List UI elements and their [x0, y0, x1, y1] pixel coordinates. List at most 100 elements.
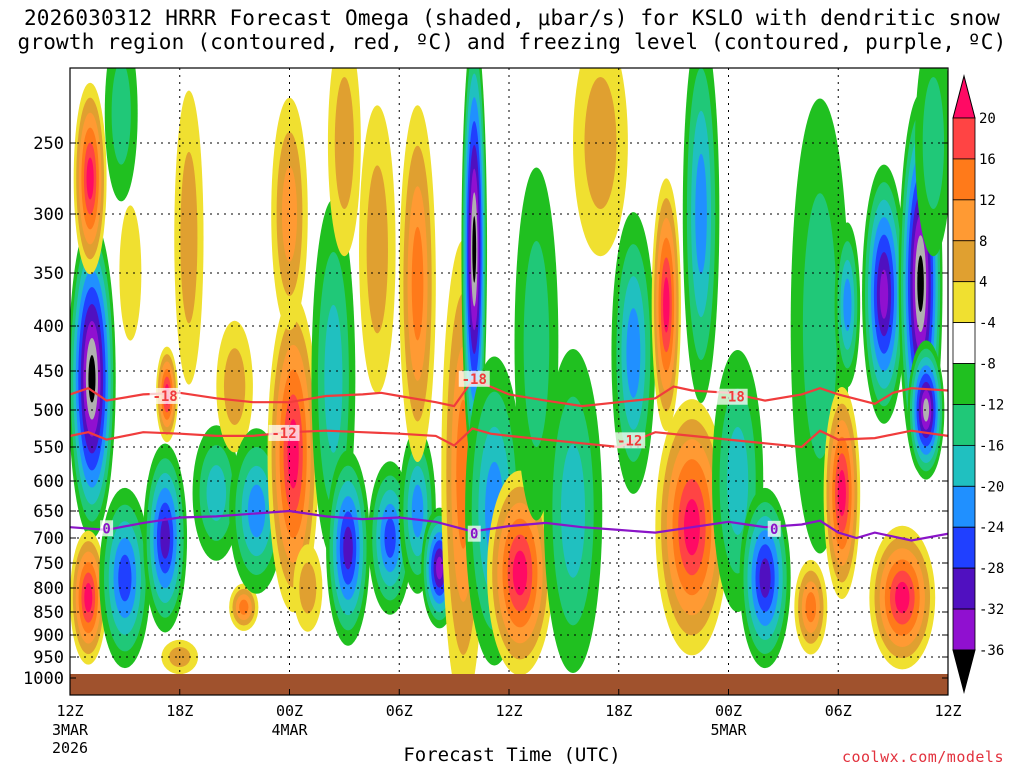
omega-cell-29 [514, 167, 559, 521]
colorbar-label-1: 16 [979, 152, 996, 168]
omega-cell-42-level-6 [879, 269, 889, 319]
omega-cell-15 [271, 97, 308, 331]
contour-label-5: 0 [100, 520, 114, 537]
colorbar-segment-10 [952, 526, 976, 569]
colorbar-label-7: -12 [979, 397, 1004, 413]
contour-label-text: -18 [152, 389, 177, 405]
contour-label-bg [614, 432, 646, 449]
colorbar-label-9: -20 [979, 479, 1004, 495]
y-tick-label-300: 300 [33, 205, 64, 225]
omega-cell-36-level-2 [727, 427, 749, 535]
contour-label-text: -12 [271, 426, 296, 442]
omega-cell-41 [834, 222, 861, 388]
omega-cell-21 [368, 461, 413, 615]
contour-line-2 [70, 509, 948, 542]
x-tick-label-36: 00Z [715, 702, 742, 720]
colorbar-label-8: -16 [979, 438, 1004, 454]
contour-label-bg [767, 520, 781, 537]
contour-label-text: 0 [102, 521, 110, 537]
omega-cell-11 [216, 320, 253, 453]
omega-cell-20 [359, 105, 396, 394]
omega-cell-38 [794, 559, 828, 655]
omega-cell-45-level-7 [923, 398, 930, 422]
x-tick-label-24: 12Z [495, 702, 522, 720]
y-tick-label-500: 500 [33, 401, 64, 421]
omega-cell-16 [293, 544, 323, 632]
omega-cell-13-level-3 [247, 484, 266, 538]
contour-line-1 [70, 427, 948, 449]
omega-cell-16-level-1 [299, 562, 317, 614]
omega-cell-6 [119, 205, 142, 341]
colorbar-label-11: -28 [979, 561, 1004, 577]
chart-title-line-2: growth region (contoured, red, ºC) and f… [17, 30, 1007, 54]
x-tick-sublabel-12-0: 4MAR [271, 721, 308, 739]
contour-label-text: -18 [720, 390, 745, 406]
y-tick-label-1000: 1000 [23, 669, 64, 689]
contour-label-bg [458, 370, 490, 387]
x-tick-label-12: 00Z [276, 702, 303, 720]
omega-cell-32 [611, 212, 656, 494]
contour-label-text: 0 [470, 527, 478, 543]
y-tick-label-350: 350 [33, 264, 64, 284]
x-tick-label-30: 18Z [605, 702, 632, 720]
omega-cell-17-level-2 [324, 304, 343, 453]
y-tick-label-750: 750 [33, 554, 64, 574]
colorbar-segment-3 [952, 240, 976, 283]
x-tick-sublabel-36-0: 5MAR [710, 721, 747, 739]
y-tick-label-650: 650 [33, 502, 64, 522]
omega-cell-37-level-5 [759, 558, 771, 598]
omega-cell-7-level-1 [111, 68, 131, 165]
chart-title: 2026030312 HRRR Forecast Omega (shaded, … [0, 6, 1024, 54]
omega-cell-44-level-8 [917, 255, 924, 312]
x-tick-sublabel-0-0: 3MAR [52, 721, 89, 739]
omega-cell-29-level-1 [523, 241, 550, 447]
contour-label-bg [100, 520, 114, 537]
omega-cell-3-level-4 [118, 554, 132, 602]
omega-cell-11-level-1 [223, 348, 246, 425]
omega-cell-30 [543, 349, 603, 673]
colorbar-label-3: 8 [979, 234, 987, 250]
omega-cell-21-level-4 [384, 518, 396, 558]
credit-link[interactable]: coolwx.com/models [841, 748, 1004, 766]
x-tick-label-42: 06Z [825, 702, 852, 720]
contour-line-0 [70, 379, 948, 408]
omega-cell-22 [399, 428, 436, 594]
colorbar-segment-9 [952, 485, 976, 528]
omega-cell-43 [869, 525, 936, 670]
colorbar-label-0: 20 [979, 111, 996, 127]
colorbar-segment-0 [952, 117, 976, 160]
y-tick-label-850: 850 [33, 603, 64, 623]
y-tick-label-600: 600 [33, 472, 64, 492]
omega-cell-37 [739, 487, 791, 669]
contour-label-bg [467, 525, 481, 542]
y-tick-label-900: 900 [33, 626, 64, 646]
contour-label-0: -18 [149, 387, 181, 405]
omega-cell-1 [73, 82, 107, 275]
omega-cell-10-level-2 [206, 465, 227, 521]
omega-cell-46 [915, 68, 948, 257]
omega-cell-8 [174, 90, 204, 385]
omega-cell-4-level-5 [160, 517, 170, 559]
omega-cell-38-level-3 [805, 592, 817, 623]
x-tick-label-0: 12Z [56, 702, 83, 720]
omega-cell-26-level-8 [472, 216, 477, 283]
x-tick-sublabel-0-1: 2026 [52, 739, 88, 757]
omega-cell-28-level-5 [512, 550, 528, 596]
omega-cell-4 [143, 443, 188, 633]
omega-cell-15-level-2 [281, 166, 298, 262]
contour-label-3: -12 [268, 424, 300, 442]
x-tick-label-6: 18Z [166, 702, 193, 720]
x-tick-label-18: 06Z [386, 702, 413, 720]
y-tick-label-400: 400 [33, 317, 64, 337]
colorbar-label-6: -8 [979, 357, 996, 373]
omega-cell-0-level-8 [88, 355, 96, 403]
omega-cell-20-level-1 [366, 165, 388, 334]
contour-label-2: -18 [716, 388, 748, 406]
omega-cell-13 [229, 428, 285, 594]
omega-cell-19 [326, 450, 370, 646]
colorbar-segment-2 [952, 199, 976, 242]
colorbar-segment-7 [952, 404, 976, 446]
contour-label-text: -18 [462, 372, 487, 388]
omega-cell-41-level-3 [843, 278, 852, 332]
